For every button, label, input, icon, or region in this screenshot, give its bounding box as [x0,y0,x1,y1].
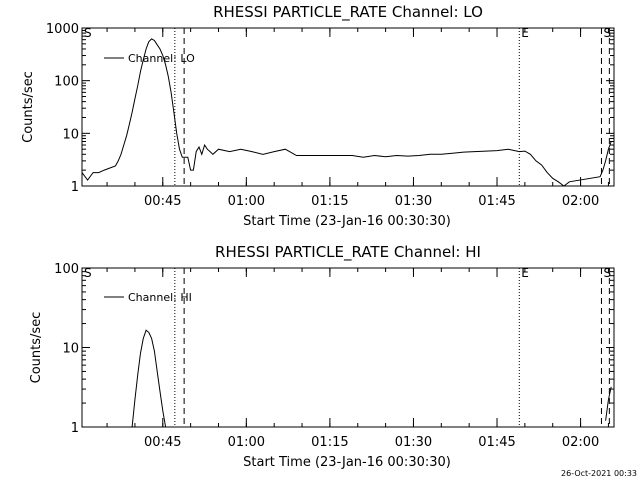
y-axis-title: Counts/sec [29,312,44,384]
y-tick-label: 10 [62,127,79,142]
chart-title: RHESSI PARTICLE_RATE Channel: LO [213,3,483,22]
x-tick-label: 01:00 [228,435,265,450]
y-axis-title: Counts/sec [21,71,36,143]
x-tick-label: 01:15 [311,194,348,209]
chart-title: RHESSI PARTICLE_RATE Channel: HI [215,243,481,262]
x-tick-label: 01:45 [478,194,515,209]
x-axis-title: Start Time (23-Jan-16 00:30:30) [243,455,451,470]
y-tick-label: 1 [71,421,79,436]
generated-timestamp: 26-Oct-2021 00:33 [561,469,637,478]
x-tick-label: 00:45 [144,435,181,450]
legend-label: Channel: LO [128,52,195,65]
chart-panel-hi: RHESSI PARTICLE_RATE Channel: HI 1 10 100 Co… [29,243,615,470]
x-tick-label: 01:30 [395,435,432,450]
y-tick-label: 1 [71,180,79,195]
flag-label: S [603,266,611,280]
x-tick-label: 01:45 [478,435,515,450]
plot-frame [81,27,615,187]
y-tick-label: 10 [62,342,79,357]
flag-label: S [84,266,92,280]
data-series-line [131,329,167,427]
flag-label: E [521,26,529,40]
x-tick-label: 01:30 [395,194,432,209]
x-tick-label: 02:00 [562,194,599,209]
flag-label: S [603,26,611,40]
y-tick-label: 100 [54,262,79,277]
flag-label: S [84,26,92,40]
y-tick-label: 100 [54,75,79,90]
x-tick-label: 01:00 [228,194,265,209]
y-tick-label: 1000 [46,22,79,37]
x-tick-label: 01:15 [311,435,348,450]
chart-panel-lo: RHESSI PARTICLE_RATE Channel: LO 1 10 100 10… [21,3,615,229]
x-axis-title: Start Time (23-Jan-16 00:30:30) [243,214,451,229]
legend-label: Channel: HI [128,291,192,304]
flag-label: E [521,266,529,280]
x-tick-label: 02:00 [562,435,599,450]
data-series-line [82,38,612,186]
data-series-line [605,386,612,421]
x-tick-label: 00:45 [144,194,181,209]
